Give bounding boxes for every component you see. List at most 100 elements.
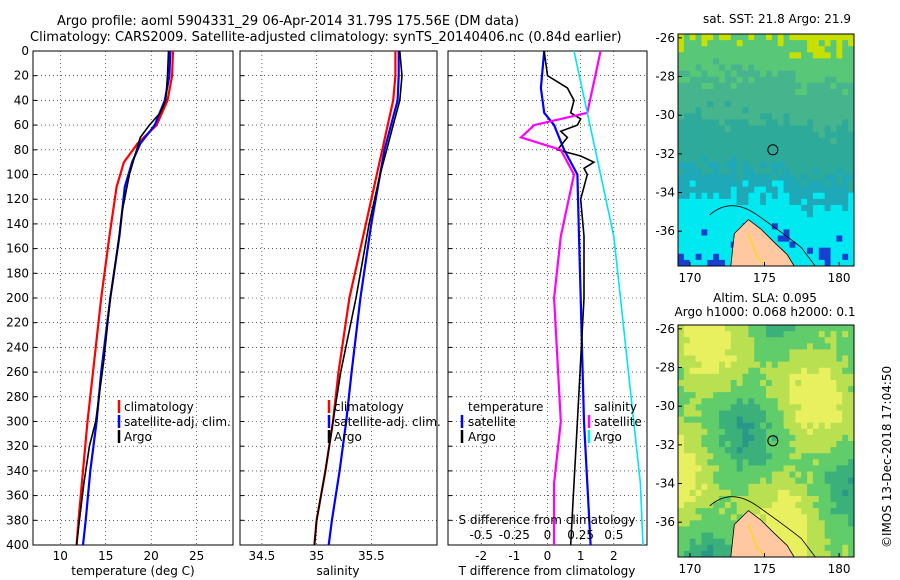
series-d-salinity-satellite <box>518 50 602 545</box>
legend-t-satellite: satellite <box>468 415 516 429</box>
sla-xlabel-175: 175 <box>753 562 776 576</box>
ytick-label-100: 100 <box>6 168 29 182</box>
ytick-label-400: 400 <box>6 538 29 552</box>
sst-contour <box>709 205 816 267</box>
xtick-top-label--0.25: -0.25 <box>499 528 530 542</box>
ytick-label-140: 140 <box>6 217 29 231</box>
salinity-series <box>313 50 403 546</box>
sst-argo-marker <box>767 144 779 156</box>
xtick-label-d-1: 1 <box>577 549 585 563</box>
ytick-label-360: 360 <box>6 489 29 503</box>
legend-t-argo: Argo <box>468 430 496 444</box>
series-s-satellite-adj-clim- <box>327 51 400 546</box>
legend-s-argo: Argo <box>594 430 622 444</box>
xtick-top-label-0.5: 0.5 <box>604 528 623 542</box>
series-s-climatology <box>313 51 397 546</box>
legend-climatology-s: climatology <box>334 400 404 414</box>
ytick-label-20: 20 <box>14 69 29 83</box>
ytick-label-280: 280 <box>6 390 29 404</box>
legend-argo: Argo <box>124 430 152 444</box>
axis-ticks: 10 15 20 25 34.5 35 35.5 -2 -1 0 1 2 -0.5 -0.25 0 0.25 0… <box>6 44 623 563</box>
legend-satellite-adj: satellite-adj. clim. <box>124 415 231 429</box>
sla-ylabel--28: -28 <box>655 361 675 375</box>
temperature-series <box>75 50 175 546</box>
difference-legend: temperature satellite Argo salinity sate… <box>460 400 642 444</box>
ytick-label-80: 80 <box>14 143 29 157</box>
sla-xlabel-170: 170 <box>678 562 701 576</box>
sst-ylabel--28: -28 <box>655 70 675 84</box>
sla-xlabel-180: 180 <box>828 562 851 576</box>
salinity-legend: climatology satellite-adj. clim. Argo <box>327 400 441 444</box>
ytick-label-40: 40 <box>14 93 29 107</box>
sst-map-ticks: -26 -28 -30 -32 -34 -36 170 175 180 <box>655 31 850 285</box>
salinity-grid <box>240 50 437 546</box>
ytick-label-380: 380 <box>6 513 29 527</box>
difference-grid <box>448 50 647 546</box>
sst-ylabel--34: -34 <box>655 186 675 200</box>
ytick-label-240: 240 <box>6 340 29 354</box>
sla-map-title-1: Altim. SLA: 0.095 <box>713 291 817 305</box>
series-d-temperature-satellite <box>539 50 592 546</box>
title-line-2: Climatology: CARS2009. Satellite-adjuste… <box>30 30 622 45</box>
sla-map <box>677 324 855 558</box>
sla-argo-marker <box>767 435 779 447</box>
xtick-label-t-10: 10 <box>53 549 68 563</box>
legend-s-satellite: satellite <box>594 415 642 429</box>
xtick-label-d-0: 0 <box>544 549 552 563</box>
sla-ylabel--34: -34 <box>655 477 675 491</box>
salinity-x-label: salinity <box>316 564 359 578</box>
sla-frame <box>677 324 855 558</box>
diff-top-label: S difference from climatology <box>459 513 636 527</box>
ytick-label-180: 180 <box>6 266 29 280</box>
ytick-label-60: 60 <box>14 118 29 132</box>
diff-x-label: T difference from climatology <box>458 564 636 578</box>
sst-ylabel--32: -32 <box>655 147 675 161</box>
temperature-grid <box>33 50 233 546</box>
ytick-label-120: 120 <box>6 192 29 206</box>
sla-map-ticks: -26 -28 -30 -32 -34 -36 170 175 180 <box>655 322 850 576</box>
series-s-argo <box>313 50 403 546</box>
sst-xlabel-175: 175 <box>753 271 776 285</box>
ytick-label-320: 320 <box>6 439 29 453</box>
difference-series <box>518 50 644 546</box>
legend-argo-s: Argo <box>334 430 362 444</box>
credit-text: ©IMOS 13-Dec-2018 17:04:50 <box>880 366 894 548</box>
sla-ylabel--26: -26 <box>655 322 675 336</box>
ytick-label-0: 0 <box>21 44 29 58</box>
series-t-climatology <box>75 50 175 546</box>
sla-coast-line <box>747 524 767 558</box>
difference-panel <box>447 50 648 546</box>
ytick-label-200: 200 <box>6 291 29 305</box>
xtick-label-s-35.5: 35.5 <box>358 549 385 563</box>
sla-ylabel--32: -32 <box>655 438 675 452</box>
legend-temperature: temperature <box>468 400 543 414</box>
xtick-top-label--0.5: -0.5 <box>469 528 492 542</box>
sla-map-title-2: Argo h1000: 0.068 h2000: 0.1 <box>675 305 856 319</box>
ytick-label-300: 300 <box>6 415 29 429</box>
xtick-label-t-15: 15 <box>98 549 113 563</box>
xtick-top-label-0: 0 <box>544 528 552 542</box>
temperature-legend: climatology satellite-adj. clim. Argo <box>117 400 231 444</box>
sst-frame <box>677 33 855 267</box>
series-t-argo <box>75 50 170 546</box>
xtick-label-s-34.5: 34.5 <box>249 549 276 563</box>
sla-contour <box>709 496 816 558</box>
sst-xlabel-170: 170 <box>678 271 701 285</box>
xtick-label-d--1: -1 <box>508 549 520 563</box>
ytick-label-340: 340 <box>6 464 29 478</box>
legend-salinity: salinity <box>594 400 637 414</box>
sst-ylabel--26: -26 <box>655 31 675 45</box>
ytick-label-220: 220 <box>6 316 29 330</box>
ytick-label-160: 160 <box>6 242 29 256</box>
legend-climatology: climatology <box>124 400 194 414</box>
sst-land <box>730 219 795 267</box>
series-d-temperature-argo <box>543 50 596 546</box>
sst-ylabel--30: -30 <box>655 108 675 122</box>
xtick-top-label-0.25: 0.25 <box>567 528 594 542</box>
xtick-label-s-35: 35 <box>309 549 324 563</box>
ytick-label-260: 260 <box>6 365 29 379</box>
sst-xlabel-180: 180 <box>828 271 851 285</box>
xtick-label-d-2: 2 <box>610 549 618 563</box>
title-line-1: Argo profile: aoml 5904331_29 06-Apr-201… <box>57 14 519 29</box>
